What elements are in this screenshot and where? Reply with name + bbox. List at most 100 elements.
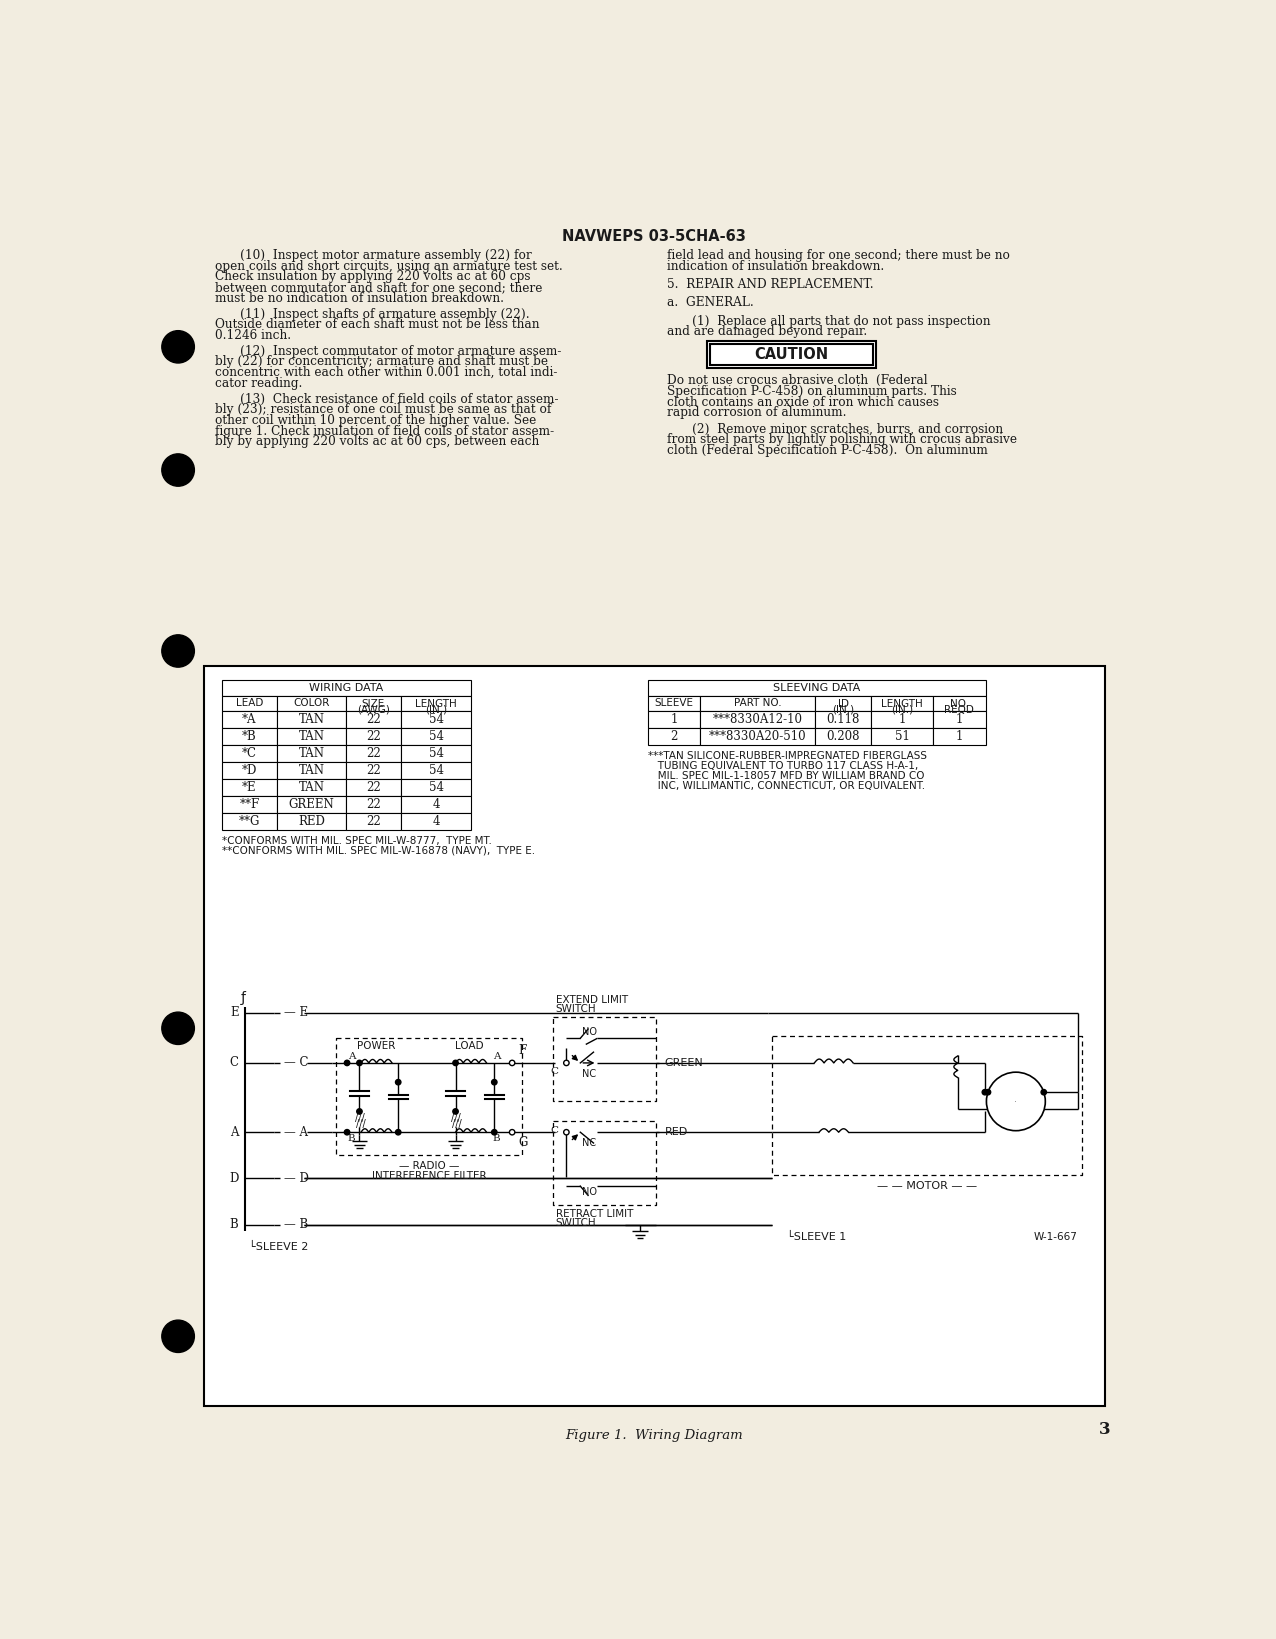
Circle shape — [453, 1108, 458, 1115]
Text: MIL. SPEC MIL-1-18057 MFD BY WILLIAM BRAND CO: MIL. SPEC MIL-1-18057 MFD BY WILLIAM BRA… — [648, 770, 924, 782]
Bar — [815, 695, 872, 711]
Text: G: G — [518, 1136, 528, 1149]
Text: SWITCH: SWITCH — [555, 1218, 596, 1229]
Bar — [648, 695, 701, 711]
Bar — [709, 344, 873, 365]
Text: (AWG): (AWG) — [357, 705, 390, 715]
Text: REQD: REQD — [944, 705, 975, 715]
Text: SIZE: SIZE — [362, 698, 385, 708]
Text: 0.1246 inch.: 0.1246 inch. — [216, 329, 291, 343]
Bar — [277, 813, 346, 829]
Text: (10)  Inspect motor armature assembly (22) for: (10) Inspect motor armature assembly (22… — [240, 249, 532, 262]
Text: cloth contains an oxide of iron which causes: cloth contains an oxide of iron which ca… — [667, 395, 939, 408]
Text: (2)  Remove minor scratches, burrs, and corrosion: (2) Remove minor scratches, burrs, and c… — [692, 423, 1003, 436]
Text: Outside diameter of each shaft must not be less than: Outside diameter of each shaft must not … — [216, 318, 540, 331]
Text: C: C — [551, 1126, 559, 1136]
Bar — [933, 711, 985, 728]
Text: (IN.): (IN.) — [425, 705, 447, 715]
Text: bly (23); resistance of one coil must be same as that of: bly (23); resistance of one coil must be… — [216, 403, 551, 416]
Bar — [346, 762, 401, 779]
Text: TAN: TAN — [299, 729, 324, 742]
Bar — [204, 667, 1105, 1406]
Bar — [872, 711, 933, 728]
Bar — [346, 797, 401, 813]
Circle shape — [396, 1080, 401, 1085]
Bar — [401, 695, 471, 711]
Circle shape — [509, 1129, 514, 1134]
Circle shape — [162, 454, 194, 487]
Text: 54: 54 — [429, 764, 444, 777]
Bar — [222, 695, 277, 711]
Text: 22: 22 — [366, 780, 380, 793]
Text: **G: **G — [239, 815, 260, 828]
Text: INTERFERENCE FILTER: INTERFERENCE FILTER — [371, 1170, 486, 1180]
Bar — [277, 728, 346, 744]
Circle shape — [162, 1319, 194, 1352]
Text: NC: NC — [582, 1139, 596, 1149]
Text: 1: 1 — [956, 729, 963, 742]
Bar — [277, 744, 346, 762]
Text: 1: 1 — [898, 713, 906, 726]
Text: SLEEVE: SLEEVE — [655, 698, 694, 708]
Text: *CONFORMS WITH MIL. SPEC MIL-W-8777,  TYPE MT.: *CONFORMS WITH MIL. SPEC MIL-W-8777, TYP… — [222, 836, 491, 846]
Text: 22: 22 — [366, 764, 380, 777]
Bar — [872, 728, 933, 744]
Text: ***TAN SILICONE-RUBBER-IMPREGNATED FIBERGLASS: ***TAN SILICONE-RUBBER-IMPREGNATED FIBER… — [648, 751, 926, 760]
Text: 2: 2 — [670, 729, 678, 742]
Circle shape — [162, 331, 194, 362]
Text: COLOR: COLOR — [293, 698, 329, 708]
Bar — [277, 762, 346, 779]
Text: NO.: NO. — [949, 698, 968, 708]
Text: *C: *C — [242, 747, 256, 760]
Bar — [346, 813, 401, 829]
Bar — [222, 744, 277, 762]
Bar — [222, 728, 277, 744]
Text: between commutator and shaft for one second; there: between commutator and shaft for one sec… — [216, 280, 542, 293]
Circle shape — [162, 1013, 194, 1044]
Text: Specification P-C-458) on aluminum parts. This: Specification P-C-458) on aluminum parts… — [667, 385, 957, 398]
Text: Do not use crocus abrasive cloth  (Federal: Do not use crocus abrasive cloth (Federa… — [667, 374, 928, 387]
Text: └SLEEVE 2: └SLEEVE 2 — [249, 1242, 308, 1252]
Text: (1)  Replace all parts that do not pass inspection: (1) Replace all parts that do not pass i… — [692, 315, 990, 328]
Circle shape — [345, 1060, 350, 1065]
Circle shape — [983, 1090, 988, 1095]
Text: 3: 3 — [1099, 1421, 1111, 1437]
Text: GREEN: GREEN — [665, 1057, 703, 1069]
Text: — E: — E — [283, 1006, 308, 1019]
Text: TUBING EQUIVALENT TO TURBO 117 CLASS H-A-1,: TUBING EQUIVALENT TO TURBO 117 CLASS H-A… — [648, 760, 917, 770]
Text: 22: 22 — [366, 798, 380, 811]
Circle shape — [491, 1080, 498, 1085]
Circle shape — [986, 1072, 1045, 1131]
Text: D: D — [230, 1172, 239, 1185]
Text: PART NO.: PART NO. — [734, 698, 782, 708]
Circle shape — [985, 1090, 990, 1095]
Circle shape — [1041, 1090, 1046, 1095]
Bar — [1009, 1095, 1023, 1108]
Text: **CONFORMS WITH MIL. SPEC MIL-W-16878 (NAVY),  TYPE E.: **CONFORMS WITH MIL. SPEC MIL-W-16878 (N… — [222, 846, 535, 856]
Text: (11)  Inspect shafts of armature assembly (22).: (11) Inspect shafts of armature assembly… — [240, 308, 530, 321]
Text: RED: RED — [299, 815, 325, 828]
Bar — [815, 728, 872, 744]
Bar — [277, 711, 346, 728]
Circle shape — [396, 1129, 401, 1134]
Bar — [401, 728, 471, 744]
Text: — A: — A — [283, 1126, 308, 1139]
Text: — C: — C — [283, 1057, 308, 1069]
Bar — [222, 813, 277, 829]
Text: 54: 54 — [429, 713, 444, 726]
Bar — [222, 762, 277, 779]
Text: GREEN: GREEN — [288, 798, 334, 811]
Bar — [933, 695, 985, 711]
Text: (12)  Inspect commutator of motor armature assem-: (12) Inspect commutator of motor armatur… — [240, 344, 561, 357]
Text: EXTEND LIMIT: EXTEND LIMIT — [555, 995, 628, 1005]
Text: F: F — [518, 1044, 527, 1057]
Text: W-1-667: W-1-667 — [1034, 1233, 1078, 1242]
Text: ***8330A12-10: ***8330A12-10 — [713, 713, 803, 726]
Bar — [701, 728, 815, 744]
Bar — [648, 728, 701, 744]
Bar — [401, 711, 471, 728]
Text: B: B — [348, 1134, 356, 1142]
Bar — [933, 728, 985, 744]
Bar — [346, 711, 401, 728]
Text: *B: *B — [242, 729, 256, 742]
